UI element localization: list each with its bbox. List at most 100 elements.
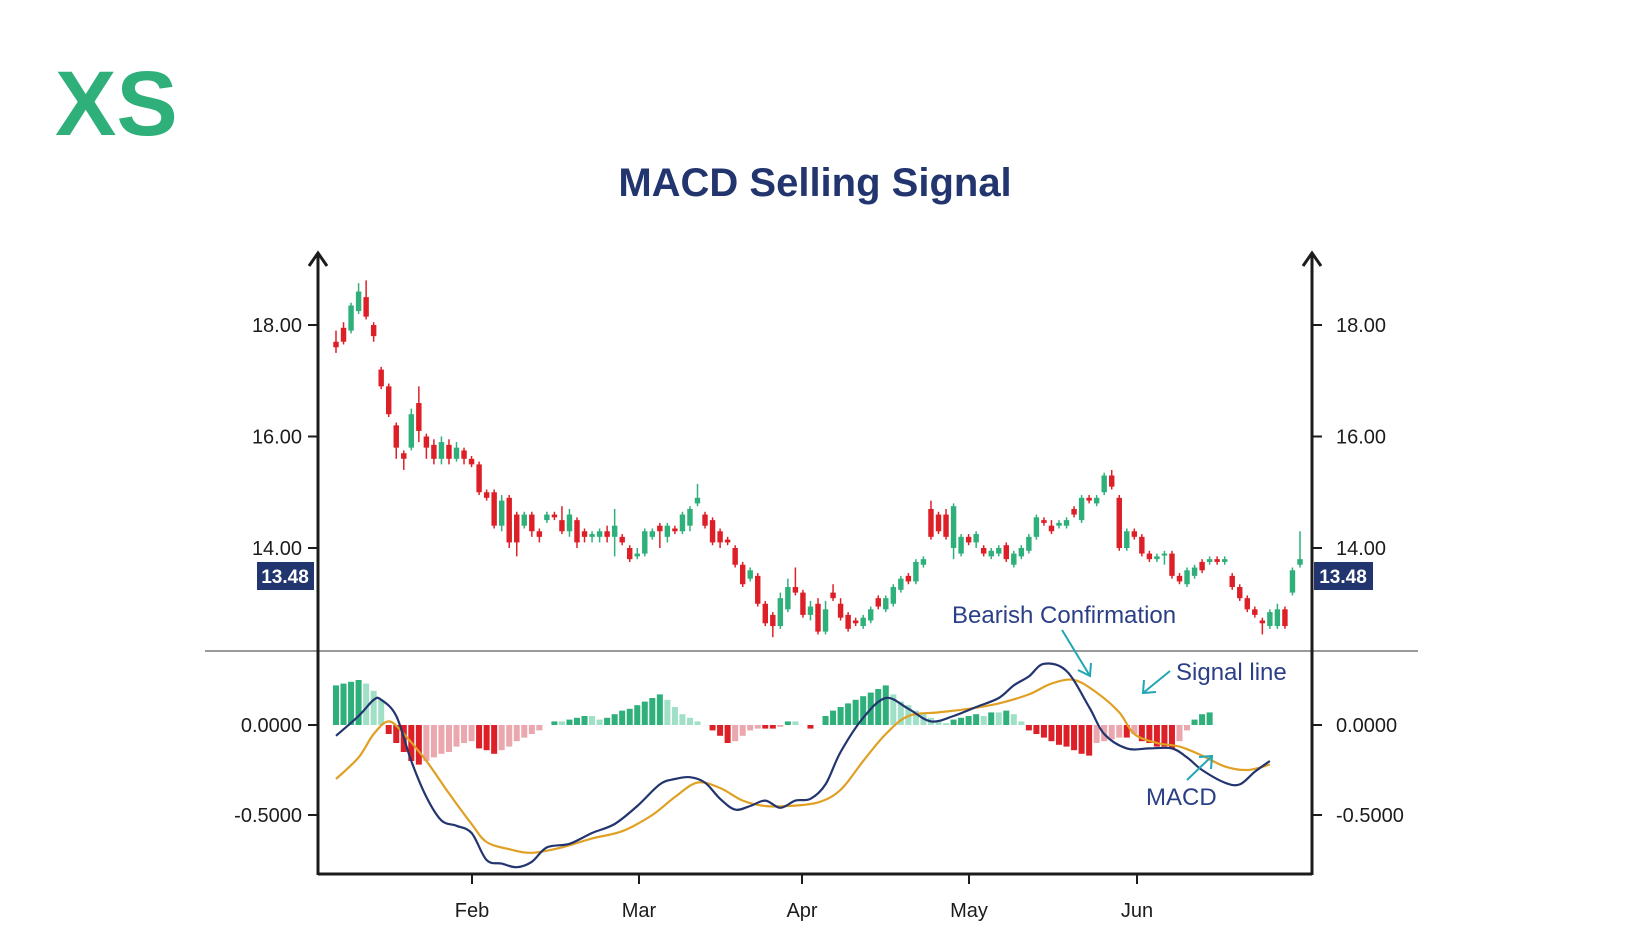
candle-body: [1033, 517, 1040, 537]
histogram-bar: [732, 725, 739, 742]
histogram-bar: [1040, 725, 1047, 738]
histogram-bar: [1078, 725, 1085, 754]
histogram-bar: [521, 725, 528, 738]
histogram-bar: [920, 714, 927, 725]
histogram-bar: [1191, 719, 1198, 725]
histogram-bar: [988, 712, 995, 725]
month-label: Jun: [1121, 900, 1153, 922]
candle-body: [611, 525, 618, 537]
price-tag-left-bg: [257, 562, 314, 590]
candle-body: [1297, 559, 1303, 565]
candle-body: [468, 458, 475, 465]
candle-body: [544, 514, 550, 521]
candle-body: [830, 592, 836, 599]
candle-body: [596, 531, 603, 537]
histogram-bar: [604, 717, 611, 725]
chart-title: MACD Selling Signal: [618, 161, 1011, 205]
candle-body: [1199, 561, 1205, 571]
histogram-bar: [1010, 714, 1017, 725]
candle-body: [1169, 553, 1175, 576]
arrow-head-icon: [1077, 662, 1092, 678]
histogram-bar: [882, 685, 889, 725]
candle-body: [1244, 598, 1250, 610]
candle-body: [815, 603, 821, 632]
candle-body: [483, 492, 490, 498]
candle-body: [536, 531, 543, 537]
candle-body: [1274, 609, 1281, 627]
arrow-head-icon: [1198, 754, 1214, 770]
candle-body: [408, 414, 415, 448]
histogram-bar: [370, 690, 377, 725]
annotation-bearish-arrow: [1061, 629, 1091, 677]
candle-body: [1154, 556, 1160, 560]
annotation-macd: MACD: [1146, 784, 1217, 811]
histogram-bar: [491, 725, 498, 754]
candle-body: [928, 508, 934, 537]
histogram-bar: [860, 696, 867, 725]
candle-body: [777, 598, 784, 627]
histogram-bar: [1146, 725, 1153, 743]
histogram-bar: [619, 710, 626, 725]
histogram-bar: [385, 725, 392, 734]
macd-histogram: [332, 680, 1213, 765]
right-axis-arrow-icon: [1301, 250, 1323, 267]
signal-line: [335, 678, 1271, 854]
candle-body: [785, 587, 791, 610]
candle-body: [642, 531, 648, 554]
histogram-bar: [476, 725, 483, 749]
histogram-bar: [430, 725, 437, 758]
price-tag-right-bg: [1314, 562, 1373, 590]
right-macd-tick-label: -0.5000: [1336, 805, 1404, 827]
histogram-bar: [453, 725, 460, 747]
candle-body: [446, 444, 452, 459]
annotation-macd-arrow: [1186, 755, 1213, 781]
candle-body: [1214, 559, 1220, 562]
histogram-bar: [912, 710, 919, 725]
histogram-bar: [498, 725, 505, 751]
histogram-bar: [724, 725, 731, 743]
left-price-tick-label: 14.00: [252, 538, 302, 560]
left-macd-tick-label: 0.0000: [241, 715, 302, 737]
candle-body: [1139, 536, 1145, 554]
candle-body: [370, 325, 377, 337]
histogram-bar: [513, 725, 520, 742]
candle-body: [506, 497, 512, 543]
histogram-bar: [739, 725, 746, 736]
candle-body: [581, 531, 588, 537]
candle-body: [649, 531, 656, 537]
candle-body: [1161, 553, 1168, 556]
candle-body: [1086, 497, 1092, 501]
axes: [307, 250, 1323, 876]
candle-body: [724, 539, 731, 543]
candle-body: [822, 609, 829, 632]
histogram-bar: [649, 698, 656, 725]
candle-body: [634, 553, 640, 557]
histogram-bar: [656, 694, 663, 725]
candle-body: [498, 500, 505, 526]
histogram-bar: [1093, 725, 1100, 743]
candle-body: [559, 520, 565, 532]
logo-text: XS: [55, 53, 178, 155]
histogram-bar: [792, 721, 799, 725]
histogram-bar: [528, 725, 535, 734]
candle-body: [1026, 536, 1032, 551]
histogram-bar: [641, 701, 648, 725]
candle-body: [461, 450, 467, 459]
annotation-bearish: Bearish Confirmation: [952, 602, 1176, 629]
histogram-bar: [769, 725, 776, 729]
candle-body: [988, 550, 994, 557]
candle-body: [1041, 520, 1047, 523]
candle-body: [416, 403, 422, 431]
candle-body: [1071, 508, 1077, 515]
histogram-bar: [461, 725, 468, 743]
month-label: May: [950, 900, 988, 922]
month-label: Feb: [455, 900, 489, 922]
annotations: Bearish Confirmation Signal line MACD: [952, 602, 1287, 811]
histogram-bar: [694, 721, 701, 725]
xs-logo: XS: [55, 53, 178, 155]
candle-body: [363, 297, 369, 317]
candle-body: [438, 442, 445, 459]
macd-line: [335, 662, 1271, 869]
candle-body: [491, 492, 497, 526]
histogram-bar: [1131, 725, 1138, 734]
